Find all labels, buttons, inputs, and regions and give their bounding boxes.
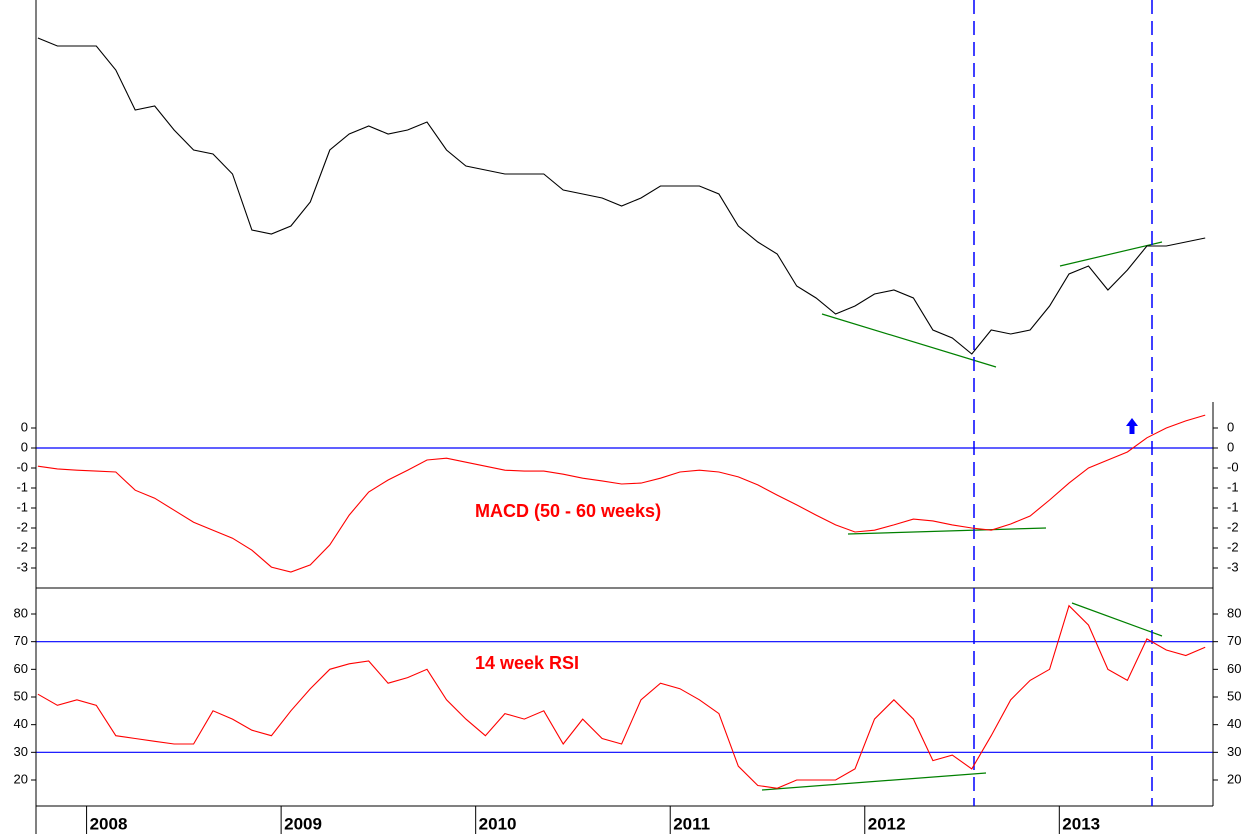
y-tick-label: -2 bbox=[16, 539, 28, 554]
y-tick-label: -0 bbox=[1227, 459, 1239, 474]
y-tick-label: 60 bbox=[14, 661, 28, 676]
y-tick-label: 50 bbox=[1227, 688, 1241, 703]
y-tick-label: -1 bbox=[16, 499, 28, 514]
trendline bbox=[821, 313, 997, 368]
y-tick-label: -3 bbox=[16, 559, 28, 574]
frame bbox=[35, 0, 1214, 834]
y-tick-label: -2 bbox=[1227, 539, 1239, 554]
y-tick-label: 20 bbox=[1227, 771, 1241, 786]
y-tick-label: 40 bbox=[14, 716, 28, 731]
x-tick-label: 2013 bbox=[1062, 814, 1100, 833]
y-tick-label: 80 bbox=[1227, 605, 1241, 620]
y-tick-label: 0 bbox=[21, 439, 28, 454]
x-tick-label: 2012 bbox=[868, 814, 906, 833]
y-tick-label: 60 bbox=[1227, 661, 1241, 676]
y-tick-label: 0 bbox=[21, 419, 28, 434]
y-tick-label: -2 bbox=[1227, 519, 1239, 534]
x-tick-label: 2010 bbox=[479, 814, 517, 833]
y-tick-label: 50 bbox=[14, 688, 28, 703]
y-tick-label: -0 bbox=[16, 459, 28, 474]
y-tick-label: 70 bbox=[1227, 633, 1241, 648]
y-tick-label: 20 bbox=[14, 771, 28, 786]
y-tick-label: -1 bbox=[1227, 499, 1239, 514]
y-tick-label: -2 bbox=[16, 519, 28, 534]
macd-label: MACD (50 - 60 weeks) bbox=[475, 501, 661, 521]
y-tick-label: 80 bbox=[14, 605, 28, 620]
y-tick-label: 30 bbox=[14, 744, 28, 759]
x-tick-label: 2011 bbox=[673, 814, 710, 833]
trendline bbox=[1071, 602, 1163, 637]
y-tick-label: 40 bbox=[1227, 716, 1241, 731]
trendline bbox=[1059, 241, 1163, 267]
y-tick-label: 0 bbox=[1227, 439, 1234, 454]
arrow bbox=[1126, 418, 1138, 434]
y-tick-label: -3 bbox=[1227, 559, 1239, 574]
y-tick-label: 70 bbox=[14, 633, 28, 648]
series-line bbox=[37, 604, 1206, 789]
rsi-label: 14 week RSI bbox=[475, 653, 579, 673]
x-tick-label: 2008 bbox=[90, 814, 128, 833]
trendlines bbox=[761, 241, 1163, 791]
y-tick-label: -1 bbox=[1227, 479, 1239, 494]
trendline bbox=[847, 527, 1047, 535]
markers bbox=[973, 0, 1153, 806]
y-tick-label: 0 bbox=[1227, 419, 1234, 434]
x-tick-label: 2009 bbox=[284, 814, 322, 833]
y-tick-label: 30 bbox=[1227, 744, 1241, 759]
series-line bbox=[37, 37, 1206, 355]
series-line bbox=[37, 414, 1206, 573]
trendline bbox=[761, 772, 987, 791]
y-tick-label: -1 bbox=[16, 479, 28, 494]
